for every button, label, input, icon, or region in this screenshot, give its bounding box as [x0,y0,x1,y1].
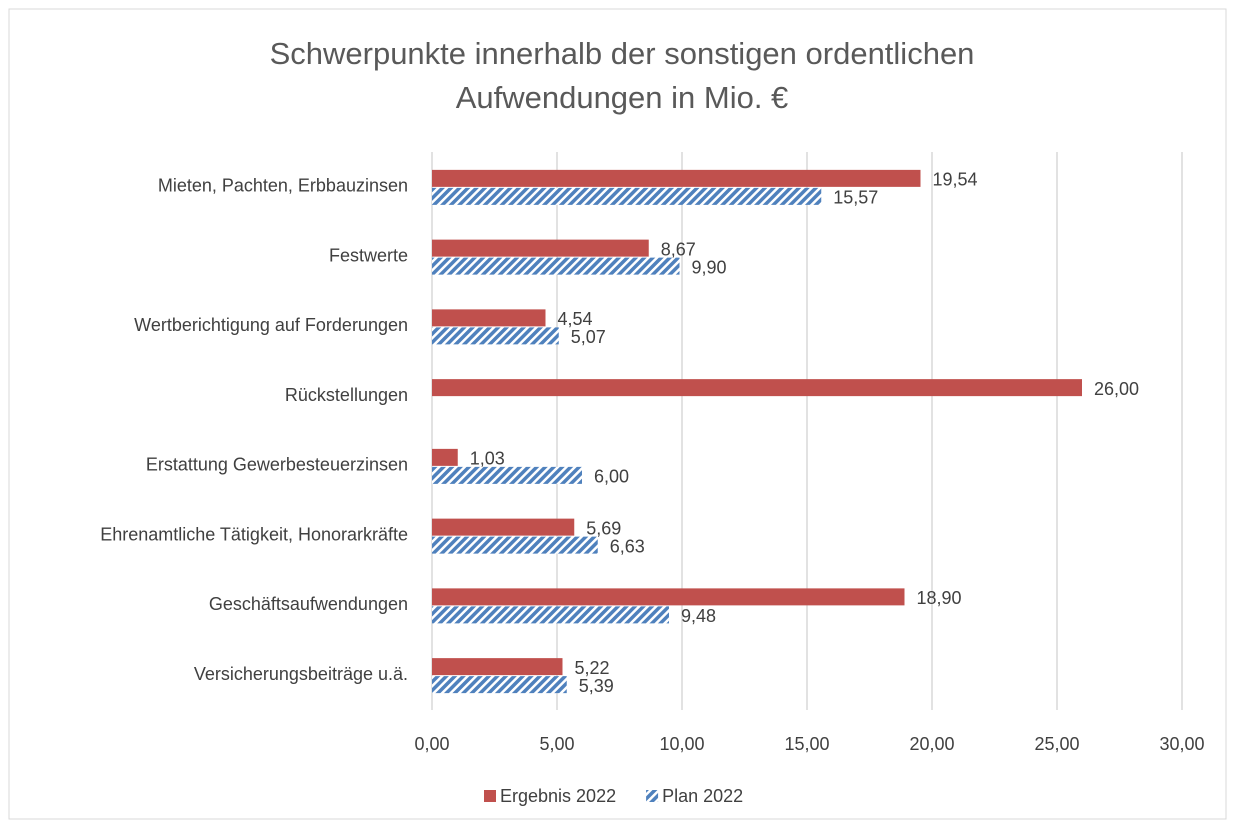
bar [432,187,822,205]
bar [432,239,649,257]
bar [432,448,458,466]
value-label: 5,69 [586,518,621,538]
y-tick-label: Rückstellungen [285,385,408,405]
value-label: 19,54 [933,170,978,190]
x-tick-label: 5,00 [539,734,574,754]
bar [432,606,669,624]
y-tick-label: Wertberichtigung auf Forderungen [134,315,408,335]
x-tick-label: 0,00 [414,734,449,754]
y-tick-label: Mieten, Pachten, Erbbauzinsen [158,176,408,196]
x-tick-label: 15,00 [784,734,829,754]
bar [432,309,546,327]
bar [432,658,563,676]
value-label: 4,54 [558,309,593,329]
value-label: 1,03 [470,449,505,469]
bar [432,588,905,606]
bar [432,518,575,536]
value-label: 8,67 [661,239,696,259]
legend-swatch [646,790,659,802]
chart-title: Schwerpunkte innerhalb der sonstigen ord… [270,36,975,71]
value-label: 15,57 [833,188,878,208]
bar [432,327,559,345]
value-label: 5,07 [571,327,606,347]
legend-label: Plan 2022 [662,786,743,806]
value-label: 9,48 [681,606,716,626]
y-tick-label: Erstattung Gewerbesteuerzinsen [146,455,408,475]
value-label: 18,90 [917,588,962,608]
value-label: 6,63 [610,536,645,556]
bar [432,466,582,484]
y-tick-label: Geschäftsaufwendungen [209,594,408,614]
x-tick-label: 10,00 [659,734,704,754]
bar [432,169,921,187]
value-label: 26,00 [1094,379,1139,399]
bar [432,676,567,694]
value-label: 6,00 [594,467,629,487]
x-tick-label: 25,00 [1034,734,1079,754]
value-label: 5,22 [575,658,610,678]
bar [432,257,680,275]
value-label: 5,39 [579,676,614,696]
chart-border [8,8,1227,820]
bar [432,536,598,554]
x-tick-label: 30,00 [1159,734,1204,754]
y-tick-label: Festwerte [329,245,408,265]
chart-title: Aufwendungen in Mio. € [456,80,789,115]
legend-label: Ergebnis 2022 [500,786,616,806]
bar [432,379,1082,397]
y-tick-label: Versicherungsbeiträge u.ä. [194,664,408,684]
x-tick-label: 20,00 [909,734,954,754]
y-tick-label: Ehrenamtliche Tätigkeit, Honorarkräfte [100,524,408,544]
legend-swatch [484,790,496,802]
value-label: 9,90 [692,257,727,277]
